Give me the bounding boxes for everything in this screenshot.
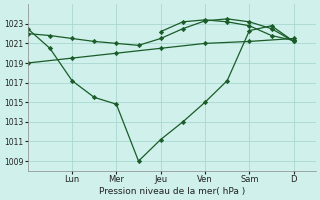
X-axis label: Pression niveau de la mer( hPa ): Pression niveau de la mer( hPa ) [99, 187, 245, 196]
